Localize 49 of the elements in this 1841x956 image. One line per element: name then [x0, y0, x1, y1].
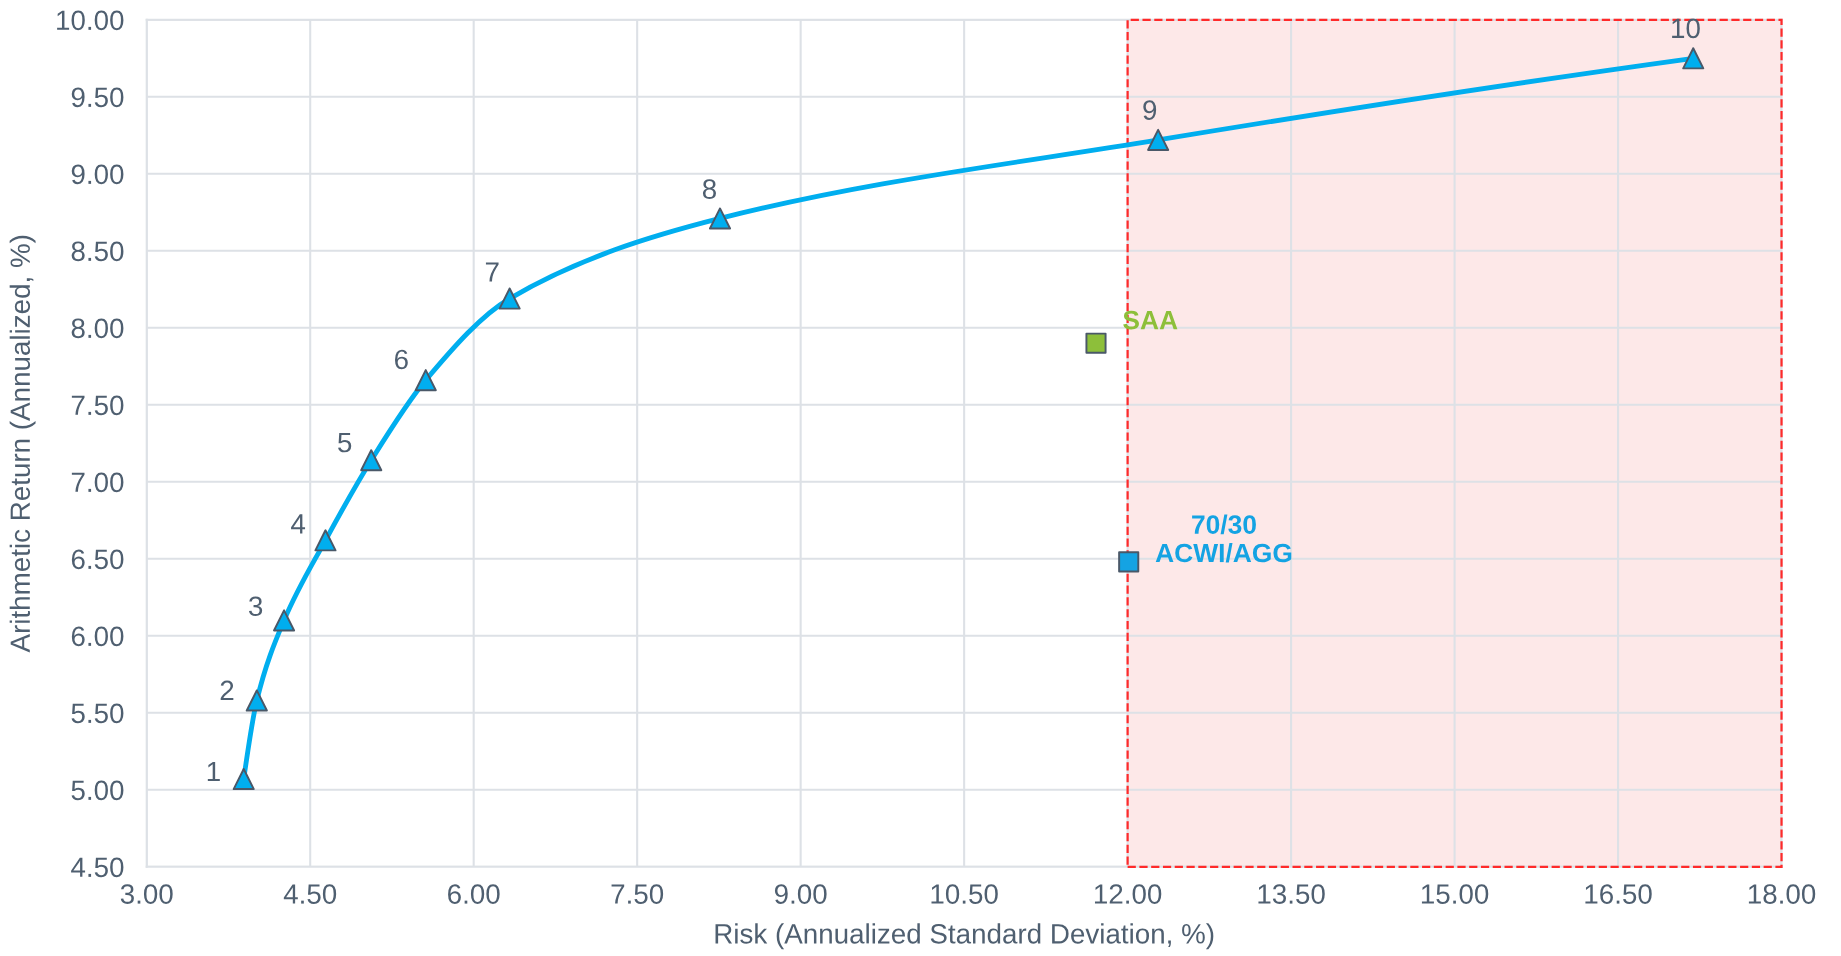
point — [498, 287, 521, 310]
annotation: 10 — [1672, 18, 1700, 39]
y-tick-label: 7.50 — [71, 395, 124, 416]
series-label: 70/30 ACWI/AGG — [1155, 514, 1292, 563]
x-tick-label: 6.00 — [448, 884, 500, 904]
annotation: 2 — [220, 680, 234, 701]
y-tick-label: 8.50 — [71, 241, 124, 262]
annotation: 1 — [207, 761, 220, 782]
point — [314, 529, 337, 552]
point — [414, 369, 437, 392]
y-tick-label: 10.00 — [57, 10, 124, 31]
x-tick-label: 18.00 — [1748, 884, 1816, 904]
x-tick-label: 9.00 — [774, 884, 827, 904]
y-tick-label: 8.00 — [71, 318, 124, 339]
annotation: 5 — [338, 432, 352, 453]
y-tick-label: 9.00 — [71, 164, 124, 185]
point — [273, 609, 296, 632]
y-tick-label: 5.00 — [71, 780, 124, 801]
point — [1147, 128, 1170, 151]
y-tick-label: 5.50 — [71, 703, 124, 724]
x-tick-label: 13.50 — [1258, 884, 1325, 904]
point — [232, 767, 255, 791]
y-axis-title: Arithmetic Return (Annualized, %) — [9, 235, 36, 653]
y-tick-label: 7.00 — [71, 472, 124, 493]
point — [245, 689, 268, 712]
series-label: SAA — [1123, 310, 1178, 330]
x-axis-title: Risk (Annualized Standard Deviation, %) — [715, 923, 1214, 950]
x-tick-label: 15.00 — [1421, 884, 1489, 904]
point — [1118, 551, 1140, 573]
y-tick-label: 4.50 — [71, 857, 124, 878]
x-tick-label: 7.50 — [611, 884, 664, 904]
annotation: 6 — [395, 349, 408, 370]
x-tick-label: 4.50 — [283, 884, 337, 904]
point — [708, 207, 732, 230]
point — [1085, 332, 1107, 354]
annotation: 7 — [485, 262, 499, 282]
annotation: 9 — [1143, 100, 1157, 120]
y-tick-label: 6.50 — [71, 549, 124, 570]
annotation: 8 — [702, 179, 716, 199]
y-tick-label: 9.50 — [71, 87, 124, 108]
x-tick-label: 10.50 — [931, 884, 998, 904]
point — [360, 449, 383, 472]
annotation: 3 — [248, 596, 263, 617]
x-tick-label: 12.00 — [1094, 884, 1162, 904]
point — [1682, 47, 1705, 70]
annotation: 4 — [291, 514, 306, 534]
x-tick-label: 16.50 — [1585, 884, 1652, 904]
x-tick-label: 3.00 — [120, 884, 173, 904]
y-tick-label: 6.00 — [71, 626, 124, 647]
